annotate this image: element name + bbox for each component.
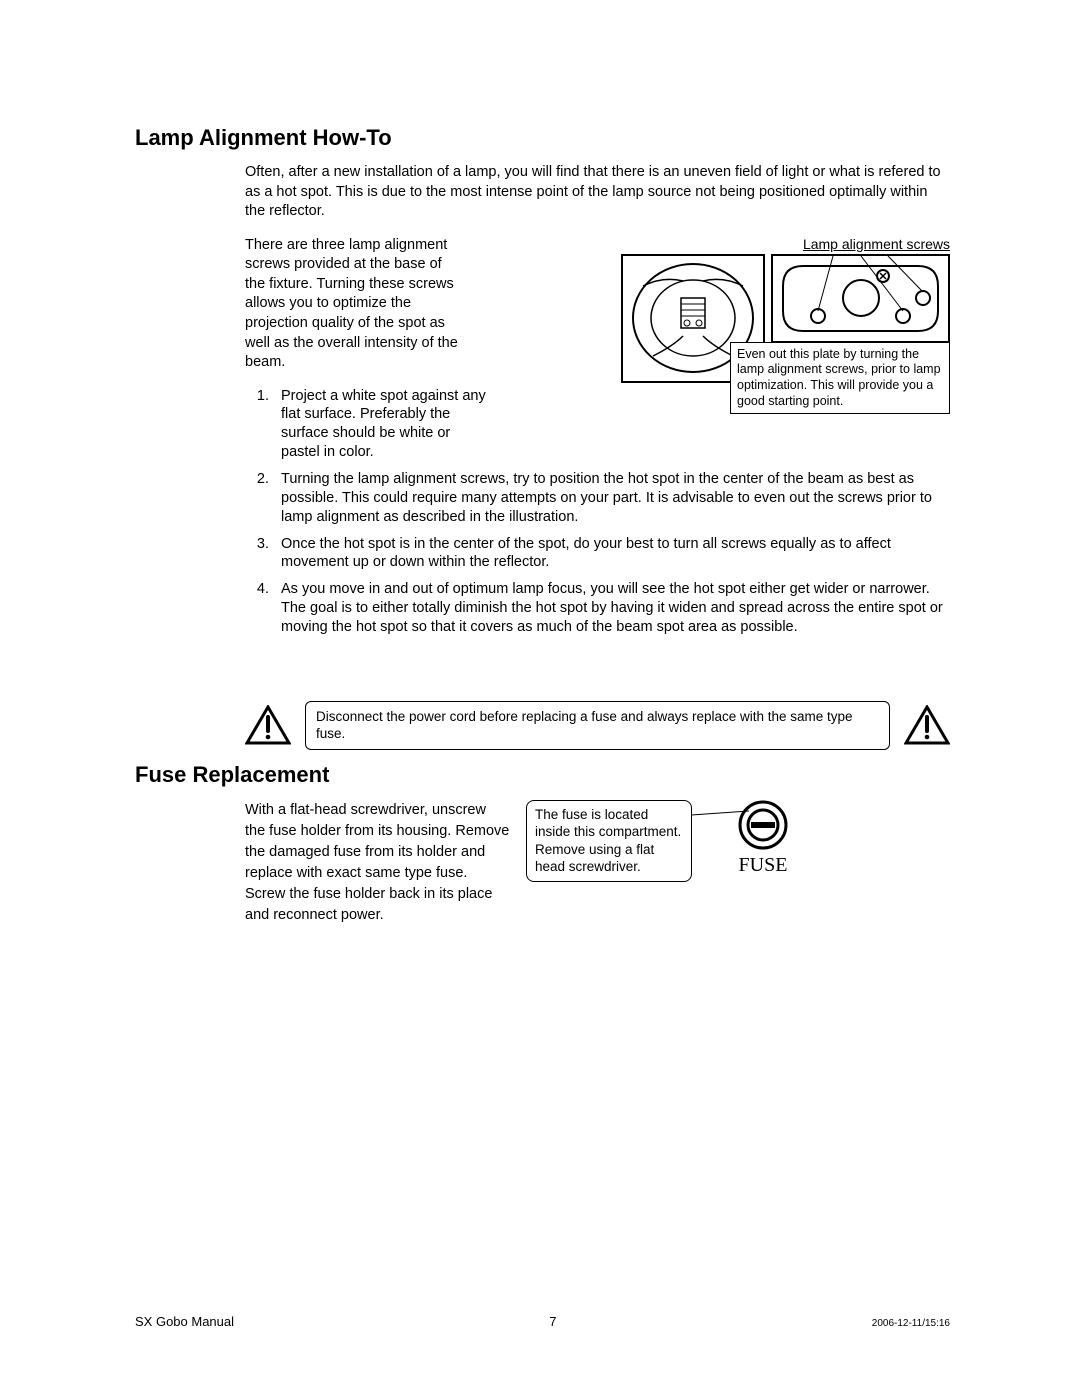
warning-icon <box>245 705 291 745</box>
para-screws: There are three lamp alignment screws pr… <box>245 236 465 373</box>
steps-list: Project a white spot against any flat su… <box>245 387 950 637</box>
warning-icon <box>904 705 950 745</box>
fuse-callout-text: The fuse is located inside this compartm… <box>535 807 681 875</box>
fuse-callout-box: The fuse is located inside this compartm… <box>526 800 692 882</box>
figure-lamp-alignment: Lamp alignment screws <box>620 236 950 415</box>
alignment-plate-drawing <box>771 254 950 343</box>
heading-lamp-alignment: Lamp Alignment How-To <box>135 125 950 151</box>
figure-note-box: Even out this plate by turning the lamp … <box>730 342 950 415</box>
step-1: Project a white spot against any flat su… <box>273 387 491 462</box>
warning-row: Disconnect the power cord before replaci… <box>245 701 950 750</box>
fuse-label: FUSE <box>739 854 788 877</box>
footer-left: SX Gobo Manual <box>135 1314 234 1329</box>
page-footer: SX Gobo Manual 7 2006-12-11/15:16 <box>135 1314 950 1329</box>
step-4: As you move in and out of optimum lamp f… <box>273 580 950 637</box>
step-3: Once the hot spot is in the center of th… <box>273 535 950 573</box>
figure-caption: Lamp alignment screws <box>620 236 950 252</box>
fuse-body-text: With a flat-head screwdriver, unscrew th… <box>245 800 510 926</box>
step-2: Turning the lamp alignment screws, try t… <box>273 470 950 527</box>
intro-paragraph: Often, after a new installation of a lam… <box>245 163 950 222</box>
footer-page-number: 7 <box>549 1314 556 1329</box>
fuse-holder-icon <box>738 800 788 850</box>
footer-timestamp: 2006-12-11/15:16 <box>872 1318 950 1329</box>
warning-text: Disconnect the power cord before replaci… <box>305 701 890 750</box>
heading-fuse-replacement: Fuse Replacement <box>135 762 950 788</box>
